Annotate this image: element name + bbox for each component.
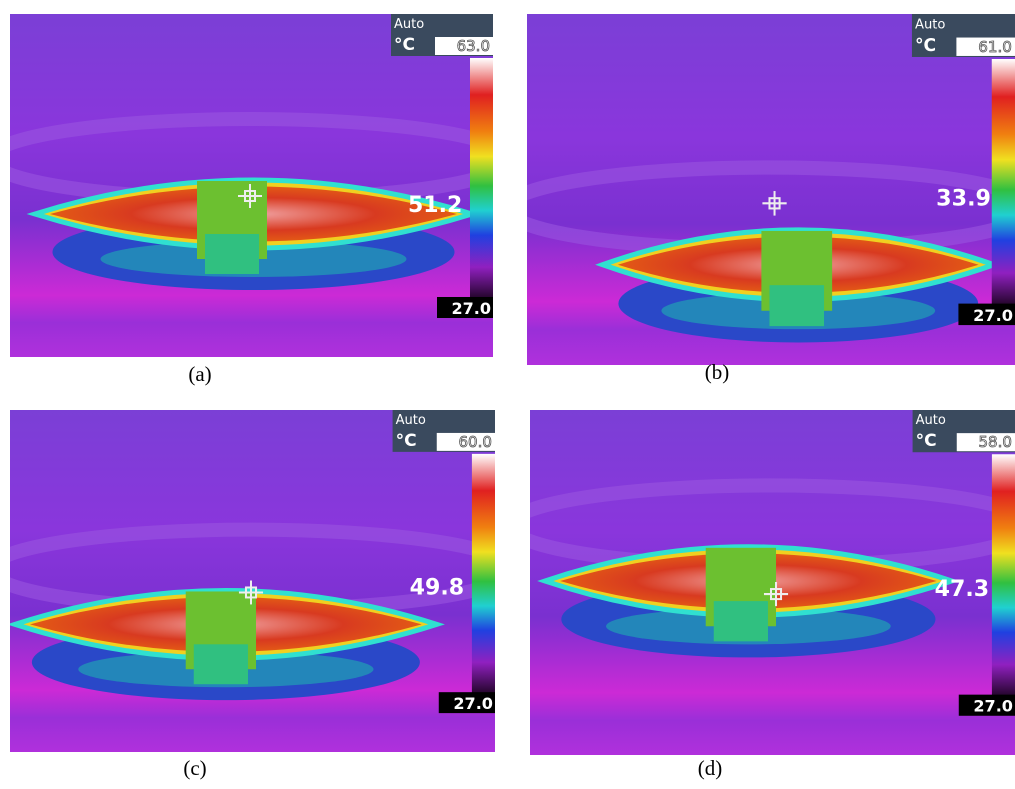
max-value: 61.0 bbox=[978, 38, 1012, 56]
spot-value: 33.9 bbox=[936, 185, 991, 211]
center-strip-low bbox=[205, 234, 259, 274]
mode-label: Auto bbox=[915, 17, 945, 32]
center-strip-low bbox=[714, 601, 768, 641]
caption: (b) bbox=[657, 360, 777, 385]
thermal-image: Auto °C 60.0 49.8 27.0 bbox=[10, 410, 495, 752]
spot-value: 51.2 bbox=[408, 193, 462, 218]
max-value: 60.0 bbox=[458, 433, 492, 451]
thermal-image: Auto °C 61.0 33.9 27.0 bbox=[527, 14, 1015, 365]
center-strip-low bbox=[769, 285, 824, 326]
color-scale bbox=[470, 58, 493, 304]
figure: Auto °C 63.0 51.2 27.0 (a) Auto °C 61.0 33.9 27.0 (… bbox=[0, 0, 1015, 789]
color-scale bbox=[992, 59, 1015, 311]
thermal-image: Auto °C 63.0 51.2 27.0 bbox=[10, 14, 493, 357]
unit-label: °C bbox=[396, 431, 417, 451]
color-scale bbox=[472, 454, 495, 699]
unit-label: °C bbox=[394, 35, 415, 55]
mode-label: Auto bbox=[396, 413, 426, 428]
min-value: 27.0 bbox=[973, 306, 1013, 325]
color-scale bbox=[992, 454, 1015, 701]
max-value: 58.0 bbox=[978, 433, 1012, 451]
thermal-image: Auto °C 58.0 47.3 27.0 bbox=[530, 410, 1015, 755]
unit-label: °C bbox=[916, 431, 937, 451]
spot-value: 49.8 bbox=[410, 576, 464, 601]
min-value: 27.0 bbox=[453, 694, 493, 713]
caption: (c) bbox=[135, 756, 255, 781]
min-value: 27.0 bbox=[452, 299, 491, 318]
max-value: 63.0 bbox=[457, 37, 490, 55]
min-value: 27.0 bbox=[973, 697, 1013, 716]
caption: (a) bbox=[140, 362, 260, 387]
mode-label: Auto bbox=[916, 413, 946, 428]
caption: (d) bbox=[650, 756, 770, 781]
mode-label: Auto bbox=[394, 17, 424, 32]
unit-label: °C bbox=[915, 36, 936, 56]
center-strip-low bbox=[194, 644, 248, 684]
spot-value: 47.3 bbox=[935, 576, 989, 602]
